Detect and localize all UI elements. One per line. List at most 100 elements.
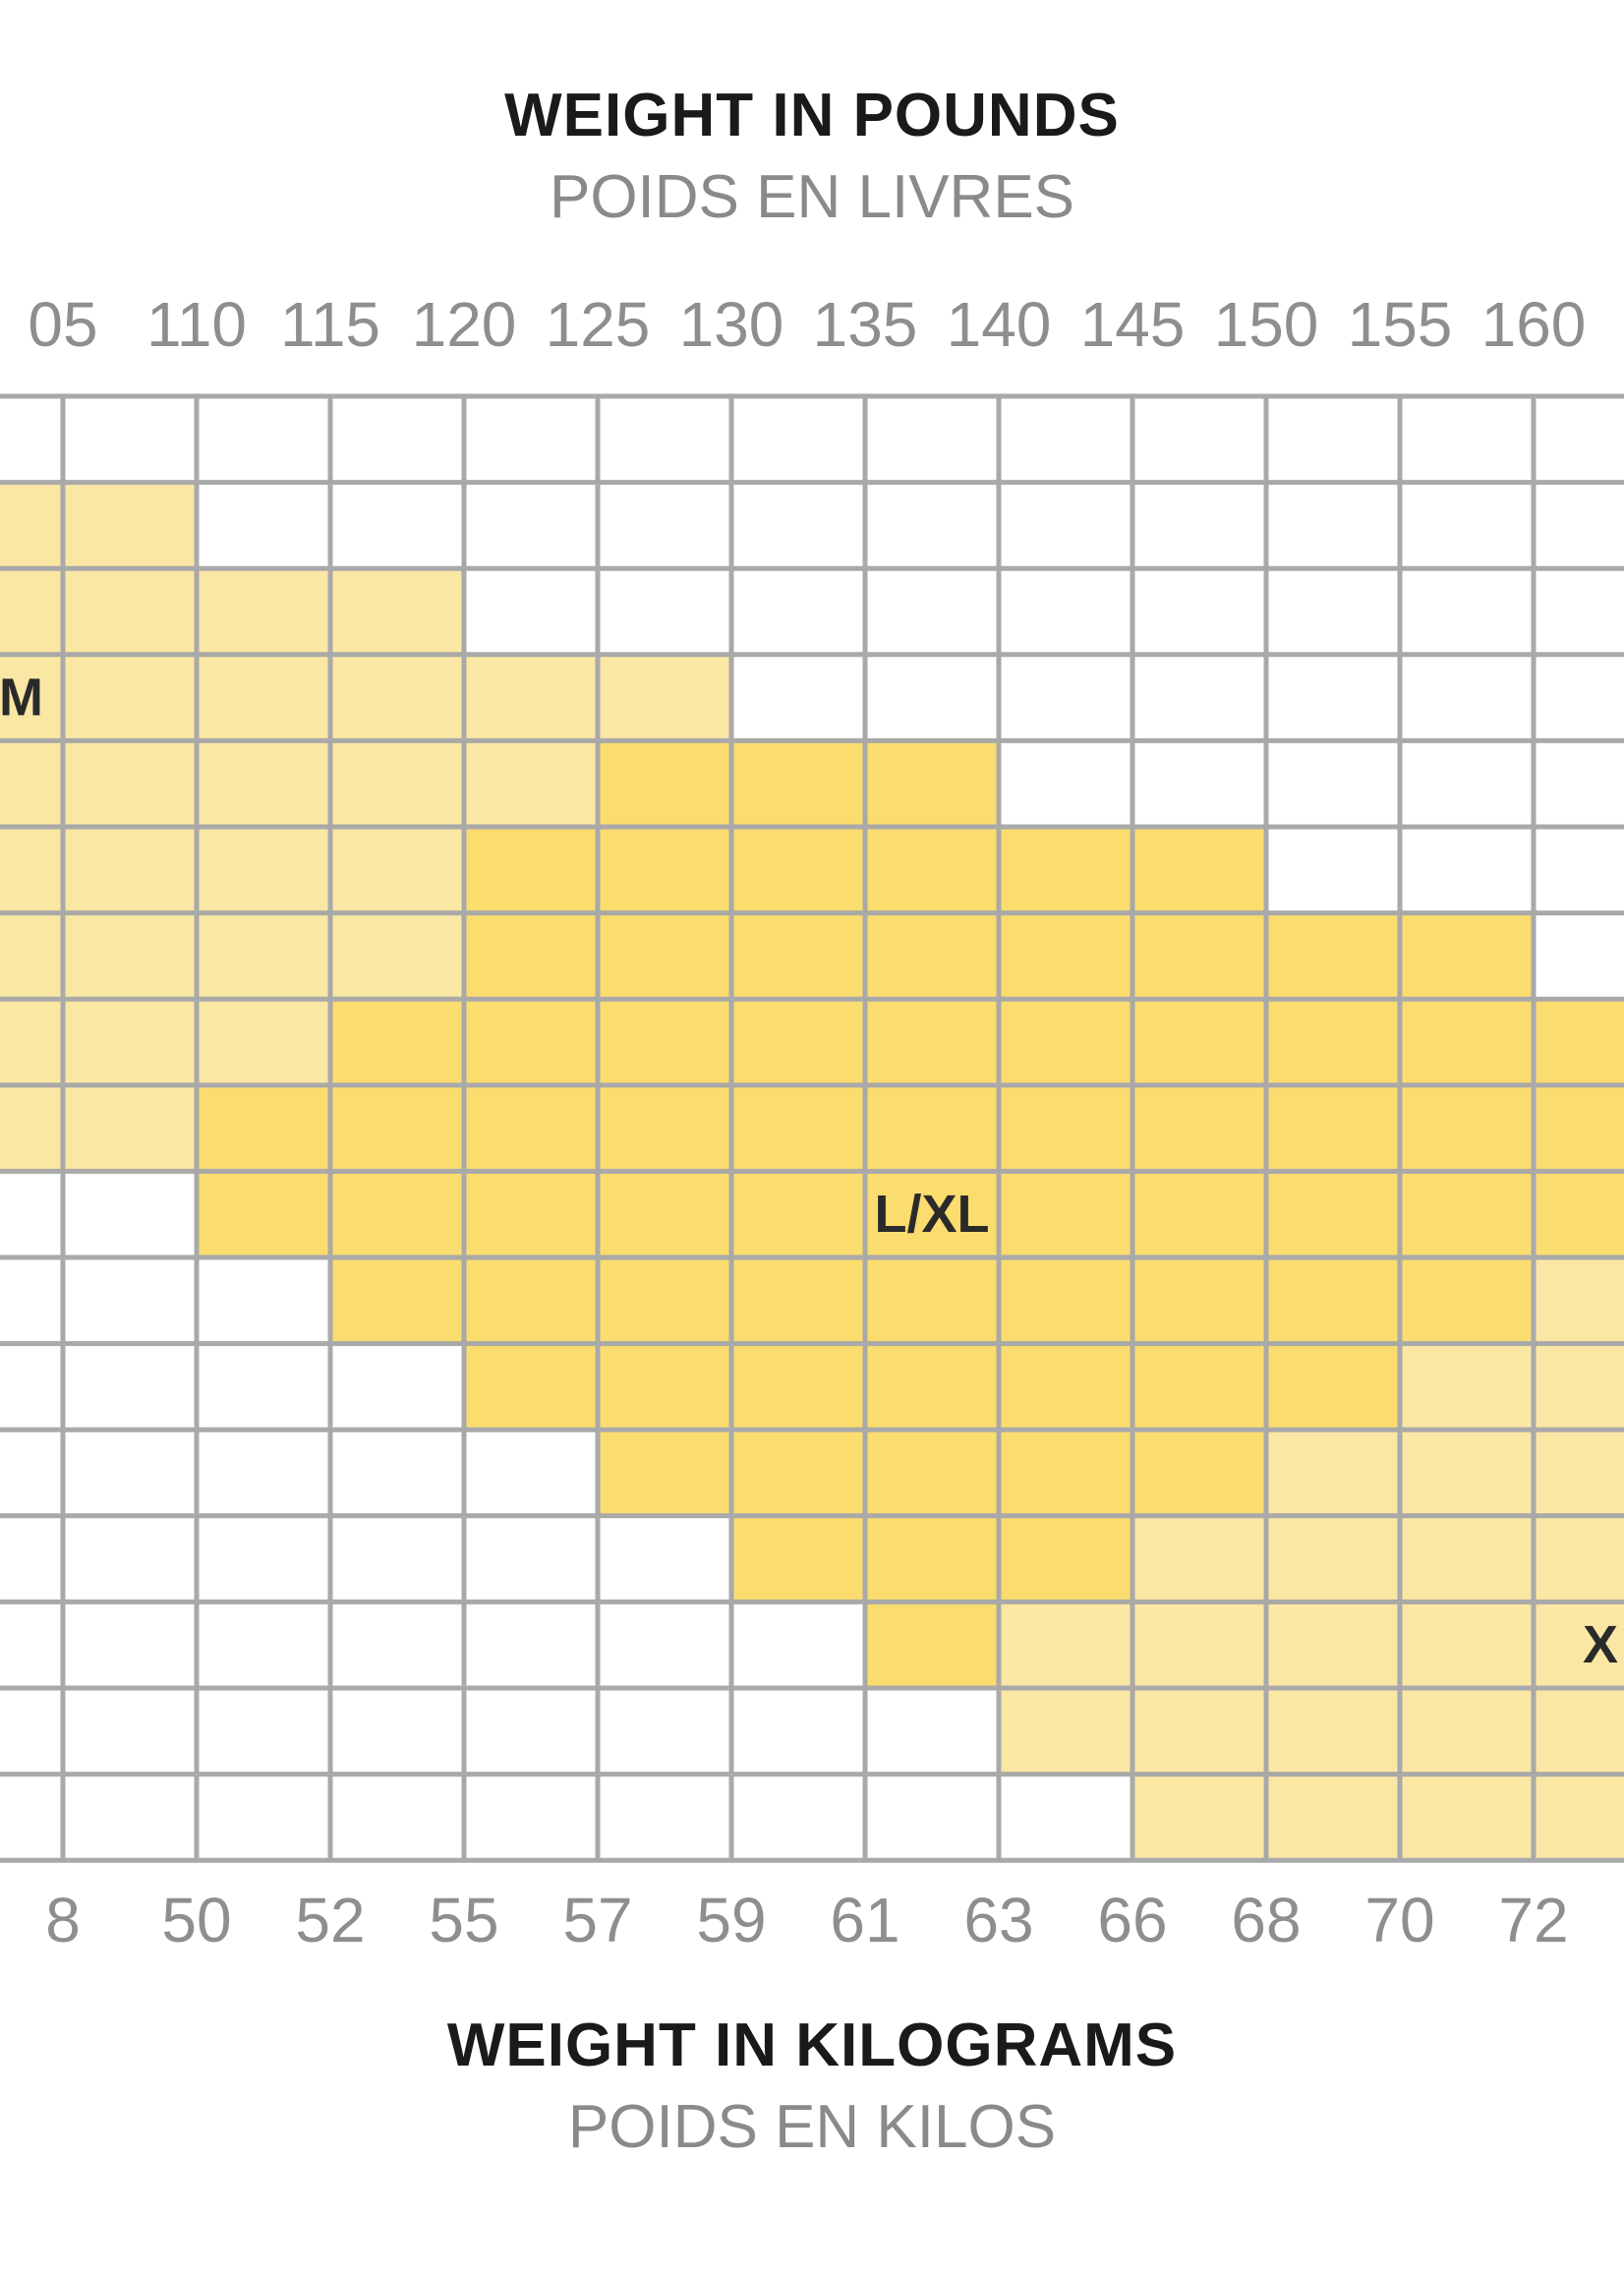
grid-cell [0, 740, 63, 827]
grid-cell [598, 1774, 731, 1861]
grid-cell [865, 999, 999, 1085]
grid-cell [63, 1171, 197, 1257]
grid-cell [330, 1515, 464, 1603]
grid-cell [1400, 1688, 1534, 1775]
grid-cell [1534, 1084, 1624, 1172]
grid-cell [63, 1257, 197, 1344]
grid-cell [0, 827, 63, 913]
grid-cell [330, 827, 464, 913]
grid-cell [999, 1515, 1132, 1603]
bottom-tick-label: 66 [1097, 1885, 1167, 1955]
grid-cell [197, 1602, 330, 1688]
grid-cell [865, 1688, 999, 1775]
grid-cell [1534, 654, 1624, 741]
grid-cell [464, 1343, 598, 1430]
top-tick-label: 150 [1214, 289, 1319, 360]
grid-cell [1400, 1343, 1534, 1430]
grid-cell [999, 740, 1132, 827]
grid-cell [1266, 482, 1400, 569]
grid-cell [731, 1515, 865, 1603]
grid-cell [330, 1084, 464, 1172]
grid-cell [1266, 912, 1400, 1000]
grid-cell [1132, 1688, 1266, 1775]
grid-cell [197, 999, 330, 1085]
bottom-tick-label: 61 [830, 1885, 899, 1955]
grid-cell [1132, 1515, 1266, 1603]
grid-cell [63, 1515, 197, 1603]
grid-cell [1266, 1515, 1400, 1603]
grid-cell [63, 1429, 197, 1516]
grid-cell [330, 568, 464, 655]
grid-cell [598, 1171, 731, 1257]
grid-cell [197, 1688, 330, 1775]
grid-cell [197, 654, 330, 741]
grid-cell [1266, 396, 1400, 483]
grid-cell [0, 396, 63, 483]
grid-cell [1400, 1171, 1534, 1257]
grid-cell [0, 1602, 63, 1688]
grid-cell [1132, 1343, 1266, 1430]
grid-cell [63, 1084, 197, 1172]
grid-cell [865, 827, 999, 913]
grid-cell [464, 1257, 598, 1344]
zone-label: X [1583, 1615, 1618, 1674]
top-tick-label: 115 [280, 289, 380, 360]
grid-cell [63, 654, 197, 741]
grid-cell [464, 912, 598, 1000]
grid-cell [197, 1257, 330, 1344]
grid-cell [464, 999, 598, 1085]
grid-cell [731, 912, 865, 1000]
top-tick-label: 145 [1080, 289, 1186, 360]
bottom-axis-subtitle: POIDS EN KILOS [567, 2093, 1057, 2161]
grid-cell [1534, 482, 1624, 569]
grid-cell [598, 568, 731, 655]
grid-cell [1534, 999, 1624, 1085]
grid-cell [1266, 568, 1400, 655]
grid-cell [865, 1774, 999, 1861]
grid-cell [330, 740, 464, 827]
top-tick-label: 05 [28, 289, 97, 360]
grid-cell [0, 912, 63, 1000]
grid-cell [1534, 396, 1624, 483]
bottom-tick-label: 59 [696, 1885, 766, 1955]
grid-cell [1266, 1688, 1400, 1775]
grid-cell [999, 1774, 1132, 1861]
bottom-tick-label: 72 [1498, 1885, 1568, 1955]
bottom-tick-label: 68 [1231, 1885, 1301, 1955]
grid-cell [598, 1429, 731, 1516]
grid-cell [464, 396, 598, 483]
grid-cell [865, 740, 999, 827]
grid-cell [1132, 912, 1266, 1000]
grid-cell [1132, 568, 1266, 655]
grid-cell [63, 482, 197, 569]
grid-cell [464, 1171, 598, 1257]
top-axis-subtitle: POIDS EN LIVRES [549, 163, 1075, 231]
grid-cell [1132, 1429, 1266, 1516]
grid-cell [1266, 1343, 1400, 1430]
grid-cell [731, 482, 865, 569]
grid-cell [330, 1257, 464, 1344]
grid-cell [0, 1688, 63, 1775]
grid-cell [598, 396, 731, 483]
grid-cell [1132, 1257, 1266, 1344]
grid-cell [464, 1688, 598, 1775]
grid-cell [1266, 1084, 1400, 1172]
grid-cell [1266, 1602, 1400, 1688]
grid-cell [63, 568, 197, 655]
grid-cell [1534, 1343, 1624, 1430]
grid-cell [1400, 1774, 1534, 1861]
bottom-axis-title: WEIGHT IN KILOGRAMS [446, 2012, 1178, 2079]
grid-cell [1534, 1774, 1624, 1861]
grid-cell [1400, 1515, 1534, 1603]
grid-cell [865, 1343, 999, 1430]
grid-cell [999, 482, 1132, 569]
grid-cell [0, 654, 63, 741]
grid-cell [1132, 1602, 1266, 1688]
grid-cell [464, 1774, 598, 1861]
grid-cell [999, 1171, 1132, 1257]
grid-cell [731, 740, 865, 827]
grid-cell [731, 1343, 865, 1430]
grid-cell [731, 654, 865, 741]
grid-cell [1400, 568, 1534, 655]
